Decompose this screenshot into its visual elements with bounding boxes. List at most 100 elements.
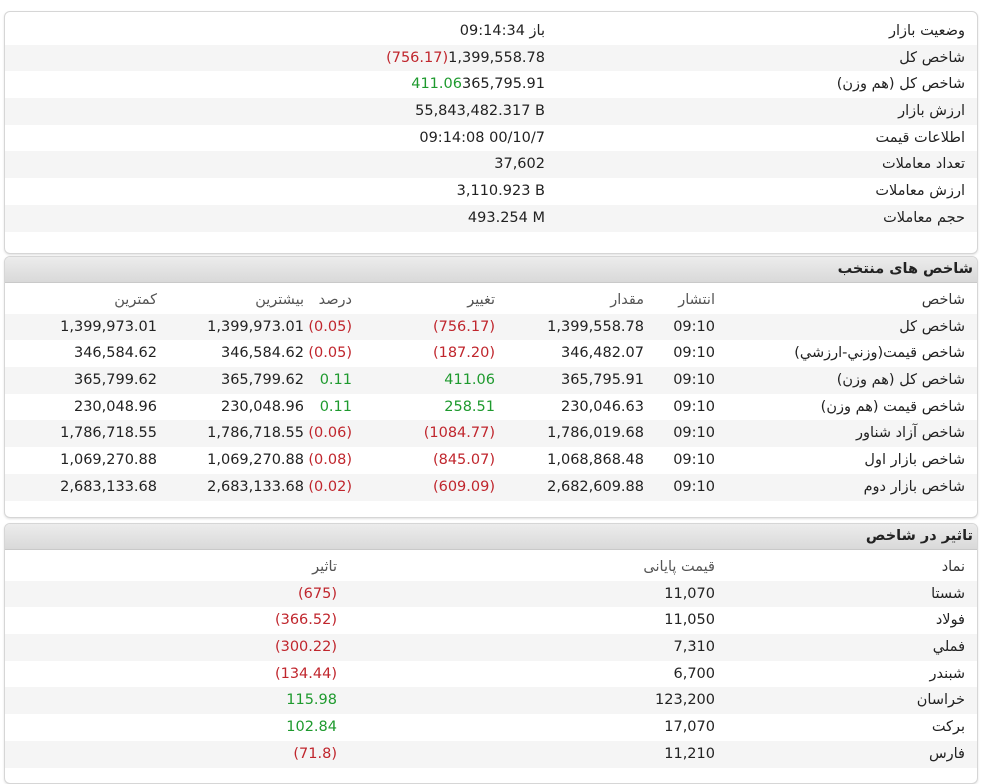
indices-cell: 1,399,973.01 — [207, 318, 304, 335]
summary-value-part: 55,843,482.317 B — [415, 103, 545, 120]
indices-cell: 258.51 — [444, 398, 495, 415]
indices-cell: 1,786,718.55 — [207, 425, 304, 442]
indices-cell: 2,683,133.68 — [207, 478, 304, 495]
selected-indices-title: شاخص های منتخب — [837, 261, 973, 277]
indices-cell: شاخص قیمت(وزني-ارزشي) — [794, 345, 965, 362]
indices-cell: (0.05) — [308, 345, 352, 362]
indices-cell: 346,482.07 — [560, 345, 644, 362]
indices-cell: (0.08) — [308, 452, 352, 469]
indices-row: شاخص بازار دوم 09:10 2,682,609.88 (609.09) (… — [5, 473, 977, 501]
indices-cell: (1084.77) — [423, 425, 495, 442]
indices-cell: شاخص بازار دوم — [863, 478, 965, 495]
summary-label: حجم معاملات — [883, 209, 965, 226]
summary-row: ارزش معاملات 3,110.923 B — [5, 178, 977, 205]
indices-cell: شاخص قیمت (هم وزن) — [820, 398, 965, 415]
indices-row: شاخص کل (هم وزن) 09:10 365,795.91 411.06 0.1… — [5, 367, 977, 394]
impact-cell: 11,070 — [664, 585, 715, 602]
impact-cell: (71.8) — [293, 745, 337, 762]
indices-cell: 230,048.96 — [220, 398, 304, 415]
indices-cell: 09:10 — [673, 318, 715, 335]
indices-cell: 1,786,019.68 — [547, 425, 644, 442]
impact-cell: 7,310 — [673, 639, 715, 656]
impact-cell: برکت — [931, 719, 965, 736]
summary-label: شاخص کل — [899, 49, 965, 66]
summary-row: ارزش بازار 55,843,482.317 B — [5, 98, 977, 125]
summary-value-part: (756.17) — [386, 49, 449, 66]
impact-header-row: نماد قیمت پایانی تاثیر — [5, 554, 977, 581]
impact-col-header: تاثیر — [312, 559, 337, 575]
indices-col-header: مقدار — [610, 292, 644, 308]
summary-value: (756.17)1,399,558.78 — [386, 50, 545, 67]
index-impact-panel: تاثیر در شاخص نماد قیمت پایانی تاثیر شستا 11… — [4, 523, 978, 784]
impact-cell: فملي — [932, 639, 965, 656]
impact-cell: (675) — [298, 585, 337, 602]
summary-label: اطلاعات قیمت — [875, 129, 965, 146]
indices-cell: 09:10 — [673, 345, 715, 362]
impact-row: فولاد 11,050 (366.52) — [5, 607, 977, 634]
impact-cell: 6,700 — [673, 665, 715, 682]
summary-value-part: 3,110.923 B — [456, 183, 545, 200]
indices-cell: (0.02) — [308, 478, 352, 495]
summary-value-part: 365,795.91 — [461, 76, 545, 93]
summary-label: وضعیت بازار — [888, 23, 965, 39]
indices-cell: 09:10 — [673, 372, 715, 389]
impact-cell: 17,070 — [664, 719, 715, 736]
indices-row: شاخص قیمت (هم وزن) 09:10 230,046.63 258.51 0… — [5, 394, 977, 421]
indices-header-row: شاخص انتشار مقدار تغییر درصد بیشترین کمترین — [5, 287, 977, 314]
indices-cell: (0.05) — [308, 318, 352, 335]
indices-cell: 09:10 — [673, 425, 715, 442]
indices-cell: 230,046.63 — [560, 398, 644, 415]
indices-cell: 365,799.62 — [220, 372, 304, 389]
indices-cell: 1,399,558.78 — [547, 318, 644, 335]
impact-row: شستا 11,070 (675) — [5, 580, 977, 608]
summary-value: 09:14:08 00/10/7 — [419, 130, 545, 147]
indices-cell: شاخص کل — [899, 318, 965, 335]
indices-row: شاخص آزاد شناور 09:10 1,786,019.68 (1084.77… — [5, 420, 977, 448]
summary-label: ارزش بازار — [898, 103, 965, 120]
indices-cell: 1,399,973.01 — [60, 318, 157, 335]
impact-cell: فارس — [928, 745, 965, 762]
summary-value-part: 411.06 — [411, 76, 462, 93]
indices-cell: 0.11 — [319, 398, 352, 415]
impact-cell: خراسان — [916, 692, 965, 709]
impact-cell: 115.98 — [286, 692, 337, 709]
indices-col-header: بیشترین — [255, 292, 304, 308]
indices-cell: 230,048.96 — [73, 398, 157, 415]
indices-cell: 09:10 — [673, 452, 715, 469]
summary-row: اطلاعات قیمت 09:14:08 00/10/7 — [5, 125, 977, 152]
summary-row: شاخص کل (هم وزن) 411.06365,795.91 — [5, 71, 977, 98]
summary-row: وضعیت بازار باز 09:14:34 — [5, 18, 977, 45]
indices-cell: 09:10 — [673, 398, 715, 415]
indices-row: شاخص قیمت(وزني-ارزشي) 09:10 346,482.07 (187… — [5, 340, 977, 367]
impact-row: شبندر 6,700 (134.44) — [5, 661, 977, 688]
indices-row: شاخص کل 09:10 1,399,558.78 (756.17) (0.05) 1,… — [5, 313, 977, 341]
impact-cell: (134.44) — [274, 665, 337, 682]
indices-cell: 2,683,133.68 — [60, 478, 157, 495]
impact-cell: (300.22) — [274, 639, 337, 656]
summary-value-part: 493.254 M — [467, 209, 545, 226]
indices-cell: 346,584.62 — [73, 345, 157, 362]
indices-cell: 365,795.91 — [560, 372, 644, 389]
impact-cell: (366.52) — [274, 612, 337, 629]
indices-row: شاخص بازار اول 09:10 1,068,868.48 (845.07) (… — [5, 447, 977, 474]
impact-cell: 102.84 — [286, 719, 337, 736]
impact-cell: 11,210 — [664, 745, 715, 762]
summary-label: تعداد معاملات — [882, 156, 965, 173]
impact-row: خراسان 123,200 115.98 — [5, 687, 977, 715]
indices-col-header: کمترین — [114, 292, 157, 308]
indices-cell: 1,068,868.48 — [547, 452, 644, 469]
index-impact-title: تاثیر در شاخص — [865, 528, 973, 544]
summary-value: 55,843,482.317 B — [415, 103, 545, 120]
market-summary-panel: وضعیت بازار باز 09:14:34 شاخص کل (756.17)1… — [4, 11, 978, 254]
indices-cell: 411.06 — [444, 372, 495, 389]
indices-cell: شاخص کل (هم وزن) — [836, 372, 965, 389]
indices-cell: (609.09) — [432, 478, 495, 495]
indices-cell: 346,584.62 — [220, 345, 304, 362]
summary-value-part: باز 09:14:34 — [459, 23, 545, 39]
summary-row: شاخص کل (756.17)1,399,558.78 — [5, 44, 977, 72]
indices-cell: 365,799.62 — [73, 372, 157, 389]
indices-cell: 2,682,609.88 — [547, 478, 644, 495]
impact-col-header: نماد — [941, 559, 965, 575]
indices-cell: (756.17) — [432, 318, 495, 335]
impact-cell: 123,200 — [655, 692, 715, 709]
